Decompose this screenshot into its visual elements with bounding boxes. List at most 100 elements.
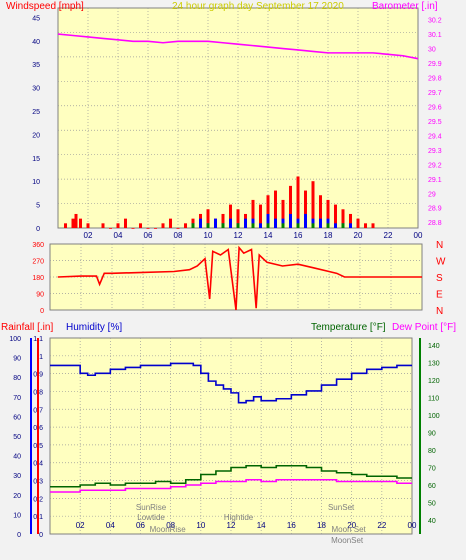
- wind-x-tick-04: 04: [114, 231, 123, 240]
- th-x-tick-08: 08: [166, 521, 175, 530]
- wind-bar: [161, 223, 165, 228]
- temperature-tick-120: 120: [428, 378, 440, 385]
- rainfall-axis-label: Rainfall [.in]: [1, 322, 53, 333]
- temperature-tick-130: 130: [428, 361, 440, 368]
- wind-bar: [229, 204, 232, 228]
- green-bar: [221, 223, 225, 228]
- barometer-tick-29.2: 29.2: [428, 162, 442, 169]
- wind-bar: [124, 218, 127, 228]
- wind-bar: [304, 190, 307, 228]
- wind-x-tick-12: 12: [234, 231, 243, 240]
- wind-x-tick-14: 14: [264, 231, 273, 240]
- temperature-tick-60: 60: [428, 483, 436, 490]
- annotation-4: SunSet: [328, 503, 355, 512]
- green-bar: [326, 223, 330, 228]
- green-bar: [206, 223, 210, 228]
- windspeed-axis-label: Windspeed [mph]: [6, 1, 84, 12]
- temperature-tick-70: 70: [428, 466, 436, 473]
- th-x-tick-10: 10: [196, 521, 205, 530]
- humidity-line: [50, 362, 412, 404]
- barometer-tick-30.1: 30.1: [428, 32, 442, 39]
- wind-bar: [86, 223, 90, 228]
- wind-bar: [334, 204, 337, 228]
- temperature-tick-50: 50: [428, 501, 436, 508]
- annotation-6: MoonSet: [331, 536, 364, 545]
- windspeed-tick-40: 40: [32, 39, 40, 46]
- direction-tick-360: 360: [32, 242, 44, 249]
- wind-bar: [64, 223, 67, 228]
- wind-bar: [79, 218, 82, 228]
- annotation-1: Lowtide: [137, 513, 165, 522]
- green-bar: [236, 223, 240, 228]
- wind-bar: [131, 228, 135, 229]
- wind-bar: [71, 218, 75, 228]
- gust-bar: [319, 218, 322, 228]
- temp-humidity-plot-area: [49, 337, 413, 535]
- humidity-tick-10: 10: [13, 512, 21, 519]
- humidity-tick-100: 100: [9, 336, 21, 343]
- green-bar: [296, 223, 300, 228]
- temperature-line: [50, 464, 412, 488]
- humidity-tick-50: 50: [13, 434, 21, 441]
- temperature-tick-140: 140: [428, 343, 440, 350]
- annotation-5: Moon Set: [332, 525, 367, 534]
- dewpoint-axis-label: Dew Point [°F]: [392, 322, 456, 333]
- barometer-tick-29.6: 29.6: [428, 104, 442, 111]
- barometer-tick-29.8: 29.8: [428, 75, 442, 82]
- wind-bar: [281, 199, 285, 228]
- humidity-tick-60: 60: [13, 414, 21, 421]
- green-bar: [281, 223, 285, 228]
- windspeed-tick-45: 45: [32, 15, 40, 22]
- humidity-tick-30: 30: [13, 473, 21, 480]
- th-x-tick-06: 06: [136, 521, 145, 530]
- temperature-tick-80: 80: [428, 448, 436, 455]
- wind-bar: [364, 223, 367, 228]
- th-x-tick-02: 02: [76, 521, 85, 530]
- barometer-axis-label: Barometer [.in]: [372, 1, 438, 12]
- direction-tick-90: 90: [36, 292, 44, 299]
- windspeed-tick-5: 5: [36, 203, 40, 210]
- humidity-tick-40: 40: [13, 454, 21, 461]
- wind-bar: [274, 190, 277, 228]
- wind-direction-line: [57, 245, 422, 311]
- humidity-tick-80: 80: [13, 375, 21, 382]
- wind-bar: [184, 223, 187, 228]
- wind-bar: [341, 209, 345, 228]
- windspeed-tick-15: 15: [32, 156, 40, 163]
- wind-x-tick-18: 18: [324, 231, 333, 240]
- windspeed-tick-10: 10: [32, 179, 40, 186]
- barometer-tick-30.2: 30.2: [428, 18, 442, 25]
- barometer-tick-29.7: 29.7: [428, 90, 442, 97]
- dewpoint-line: [50, 478, 412, 493]
- humidity-tick-0: 0: [17, 532, 21, 539]
- green-bar: [311, 223, 315, 228]
- wind-bar: [311, 181, 315, 228]
- wind-bar: [116, 223, 120, 228]
- wind-bar: [139, 223, 142, 228]
- green-bar: [341, 223, 345, 228]
- gust-bar: [274, 218, 277, 228]
- wind-x-tick-16: 16: [294, 231, 303, 240]
- gust-bar: [304, 213, 307, 228]
- humidity-axis-label: Humidity [%]: [66, 322, 122, 333]
- compass-label-0: N: [436, 240, 443, 251]
- chart-title: 24 hour graph day September 17 2020: [172, 1, 344, 12]
- gust-bar: [214, 218, 217, 228]
- wind-bar: [221, 213, 225, 228]
- wind-bar: [206, 209, 210, 228]
- direction-tick-270: 270: [32, 259, 44, 266]
- annotation-3: Hightide: [224, 513, 254, 522]
- wind-bar: [109, 228, 112, 229]
- windspeed-tick-35: 35: [32, 62, 40, 69]
- wind-x-tick-20: 20: [354, 231, 363, 240]
- barometer-tick-30: 30: [428, 47, 436, 54]
- barometer-tick-28.8: 28.8: [428, 220, 442, 227]
- humidity-tick-90: 90: [13, 356, 21, 363]
- wind-x-tick-10: 10: [204, 231, 213, 240]
- wind-bar: [266, 195, 270, 228]
- compass-label-2: S: [436, 273, 443, 284]
